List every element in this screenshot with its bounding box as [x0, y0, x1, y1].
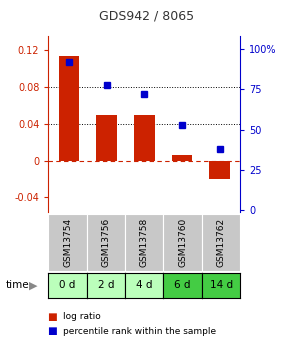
Text: GSM13754: GSM13754: [63, 218, 72, 267]
Text: ■: ■: [47, 326, 57, 336]
Text: 2 d: 2 d: [98, 280, 114, 290]
Text: log ratio: log ratio: [63, 312, 101, 321]
Bar: [59, 57, 79, 160]
Text: GSM13756: GSM13756: [101, 218, 110, 267]
Text: GSM13758: GSM13758: [140, 218, 149, 267]
Text: time: time: [6, 280, 30, 290]
Text: 4 d: 4 d: [136, 280, 153, 290]
Text: GSM13760: GSM13760: [178, 218, 187, 267]
Text: 14 d: 14 d: [209, 280, 233, 290]
Text: ▶: ▶: [29, 280, 38, 290]
Text: 0 d: 0 d: [59, 280, 76, 290]
Bar: [209, 160, 230, 179]
Text: percentile rank within the sample: percentile rank within the sample: [63, 327, 216, 336]
Bar: [96, 115, 117, 160]
Bar: [172, 155, 192, 160]
Text: 6 d: 6 d: [174, 280, 191, 290]
Text: GSM13762: GSM13762: [217, 218, 226, 267]
Text: ■: ■: [47, 312, 57, 322]
Text: GDS942 / 8065: GDS942 / 8065: [99, 9, 194, 22]
Bar: [134, 115, 155, 160]
